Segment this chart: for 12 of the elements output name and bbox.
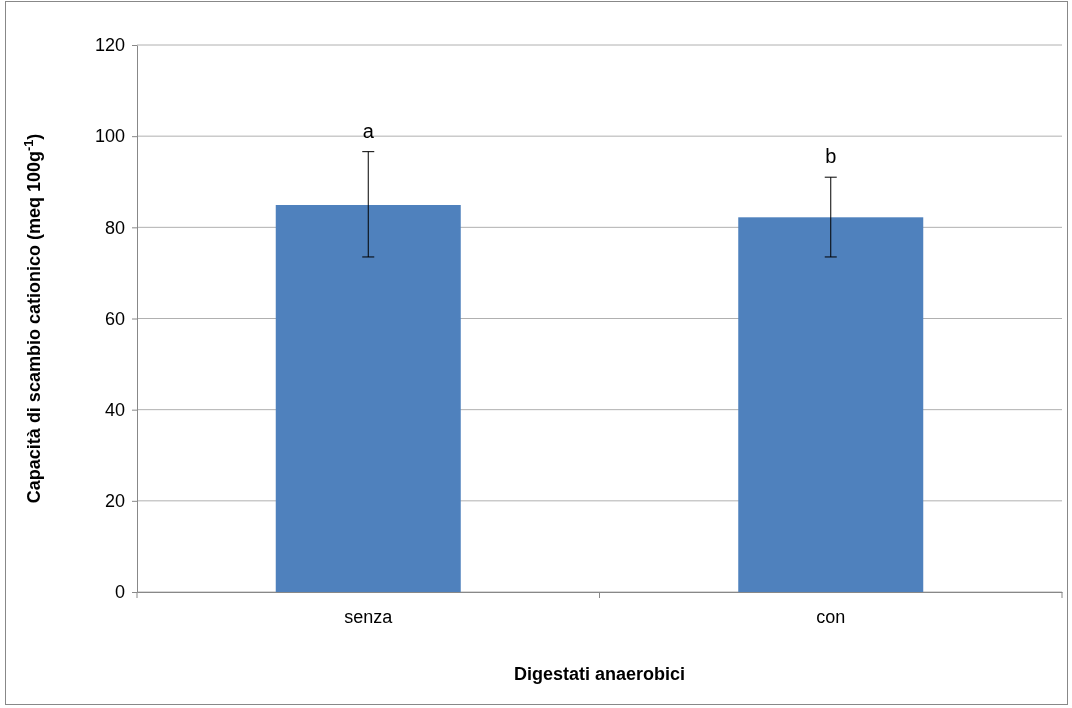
- x-axis-title: Digestati anaerobici: [513, 664, 686, 684]
- y-tick-label: 60: [104, 308, 125, 329]
- y-tick-label: 80: [104, 217, 125, 238]
- y-tick-label: 40: [104, 399, 125, 420]
- x-tick-label: con: [816, 607, 846, 627]
- y-tick-label: 120: [94, 35, 125, 56]
- y-tick-label: 0: [114, 582, 125, 603]
- y-tick-label: 20: [104, 491, 125, 512]
- annotation: a: [362, 119, 375, 142]
- y-tick-label: 100: [94, 126, 125, 147]
- x-tick-label: senza: [344, 607, 394, 627]
- annotation: b: [825, 145, 837, 168]
